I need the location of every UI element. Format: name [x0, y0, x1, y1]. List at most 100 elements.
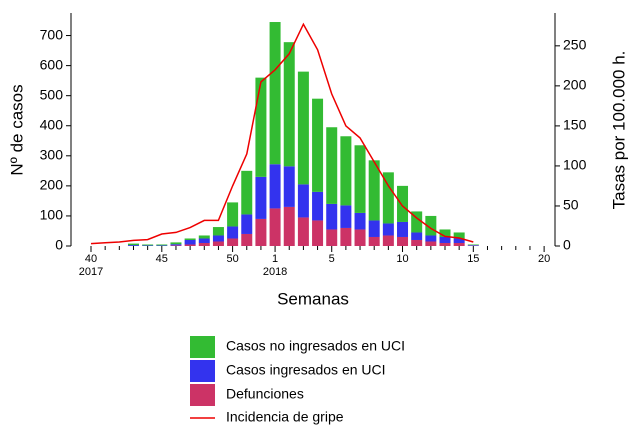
x-tick-label: 1: [272, 253, 278, 265]
bar-segment: [312, 220, 324, 246]
bar-segment: [227, 226, 239, 239]
y2-tick-label: 200: [563, 77, 587, 93]
bar-segment: [411, 239, 423, 246]
legend-swatch: [190, 336, 215, 358]
legend-label: Incidencia de gripe: [226, 409, 344, 425]
bar-segment: [397, 185, 409, 222]
bar-segment: [340, 227, 352, 246]
bar-segment: [397, 221, 409, 237]
bar-segment: [368, 236, 380, 246]
legend-label: Defunciones: [226, 386, 304, 402]
bar-segment: [326, 127, 338, 204]
bar-segment: [212, 241, 224, 246]
bar-segment: [312, 191, 324, 221]
bar-segment: [425, 241, 437, 246]
bar-segment: [241, 233, 253, 246]
bar-segment: [453, 238, 465, 243]
y-tick-label: 600: [40, 56, 64, 72]
bar-segment: [382, 172, 394, 224]
bar-segment: [227, 238, 239, 246]
bar-segment: [269, 208, 281, 246]
bar-segment: [425, 235, 437, 242]
y2-axis-label: Tasas por 100.000 h.: [609, 51, 628, 210]
x-tick-label: 50: [226, 253, 238, 265]
bar-segment: [368, 160, 380, 221]
x-tick-label: 40: [85, 253, 97, 265]
bar-segment: [156, 245, 168, 246]
bar-segment: [198, 238, 210, 243]
bar-segment: [255, 218, 267, 246]
bar-segment: [368, 220, 380, 237]
bar-segment: [453, 242, 465, 246]
y-axis-label: Nº de casos: [7, 84, 26, 175]
y-tick-label: 0: [55, 237, 63, 253]
y-tick-label: 400: [40, 116, 64, 132]
bar-segment: [354, 229, 366, 246]
bar-segment: [467, 244, 479, 246]
bar-segment: [184, 238, 196, 240]
bar-segment: [283, 42, 295, 167]
bar-segment: [439, 229, 451, 237]
bar-segment: [142, 244, 154, 246]
x-tick-label: 5: [329, 253, 335, 265]
bar-segment: [255, 176, 267, 219]
bar-segment: [411, 211, 423, 233]
bar-segment: [411, 232, 423, 240]
bar-segment: [170, 242, 182, 245]
year-label: 2018: [263, 266, 287, 278]
x-tick-label: 10: [396, 253, 408, 265]
legend-label: Casos ingresados en UCI: [226, 362, 386, 378]
y-tick-label: 500: [40, 86, 64, 102]
x-tick-label: 20: [538, 253, 550, 265]
bar-segment: [241, 214, 253, 234]
bar-segment: [212, 227, 224, 236]
bar-segment: [283, 206, 295, 246]
y2-tick-label: 150: [563, 117, 587, 133]
year-label: 2017: [79, 266, 103, 278]
bar-segment: [283, 166, 295, 207]
bar-segment: [142, 245, 154, 246]
bar-segment: [425, 215, 437, 236]
y2-tick-label: 50: [563, 197, 579, 213]
bar-segment: [241, 170, 253, 215]
bar-segment: [439, 242, 451, 246]
y-tick-label: 200: [40, 177, 64, 193]
bar-segment: [340, 136, 352, 206]
y-tick-label: 700: [40, 26, 64, 42]
bar-segment: [382, 223, 394, 236]
bar-segment: [127, 245, 139, 246]
bar-segment: [297, 217, 309, 246]
bar-segment: [354, 145, 366, 213]
bar-segment: [212, 235, 224, 242]
legend-label: Casos no ingresados en UCI: [226, 338, 405, 354]
bar-segment: [326, 203, 338, 230]
legend-swatch: [190, 384, 215, 406]
bar-segment: [156, 244, 168, 246]
bar-segment: [269, 164, 281, 209]
bar-segment: [198, 242, 210, 246]
bar-segment: [255, 77, 267, 177]
x-tick-label: 45: [156, 253, 168, 265]
bar-segment: [467, 245, 479, 246]
y2-tick-label: 250: [563, 37, 587, 53]
bar-segment: [382, 235, 394, 246]
bar-segment: [340, 205, 352, 228]
legend-swatch: [190, 360, 215, 382]
x-axis-label: Semanas: [277, 289, 349, 308]
y2-tick-label: 0: [563, 237, 571, 253]
bar-segment: [198, 235, 210, 239]
y-tick-label: 300: [40, 147, 64, 163]
bar-segment: [326, 229, 338, 246]
bar-segment: [170, 245, 182, 246]
bar-segment: [227, 202, 239, 227]
rate-line: [90, 22, 474, 245]
bar-segment: [453, 232, 465, 239]
bar-segment: [170, 244, 182, 246]
x-tick-label: 15: [467, 253, 479, 265]
bar-segment: [127, 243, 139, 246]
bar-segment: [297, 184, 309, 218]
bar-segment: [354, 212, 366, 230]
bar-segment: [312, 98, 324, 192]
bar-segment: [184, 244, 196, 246]
